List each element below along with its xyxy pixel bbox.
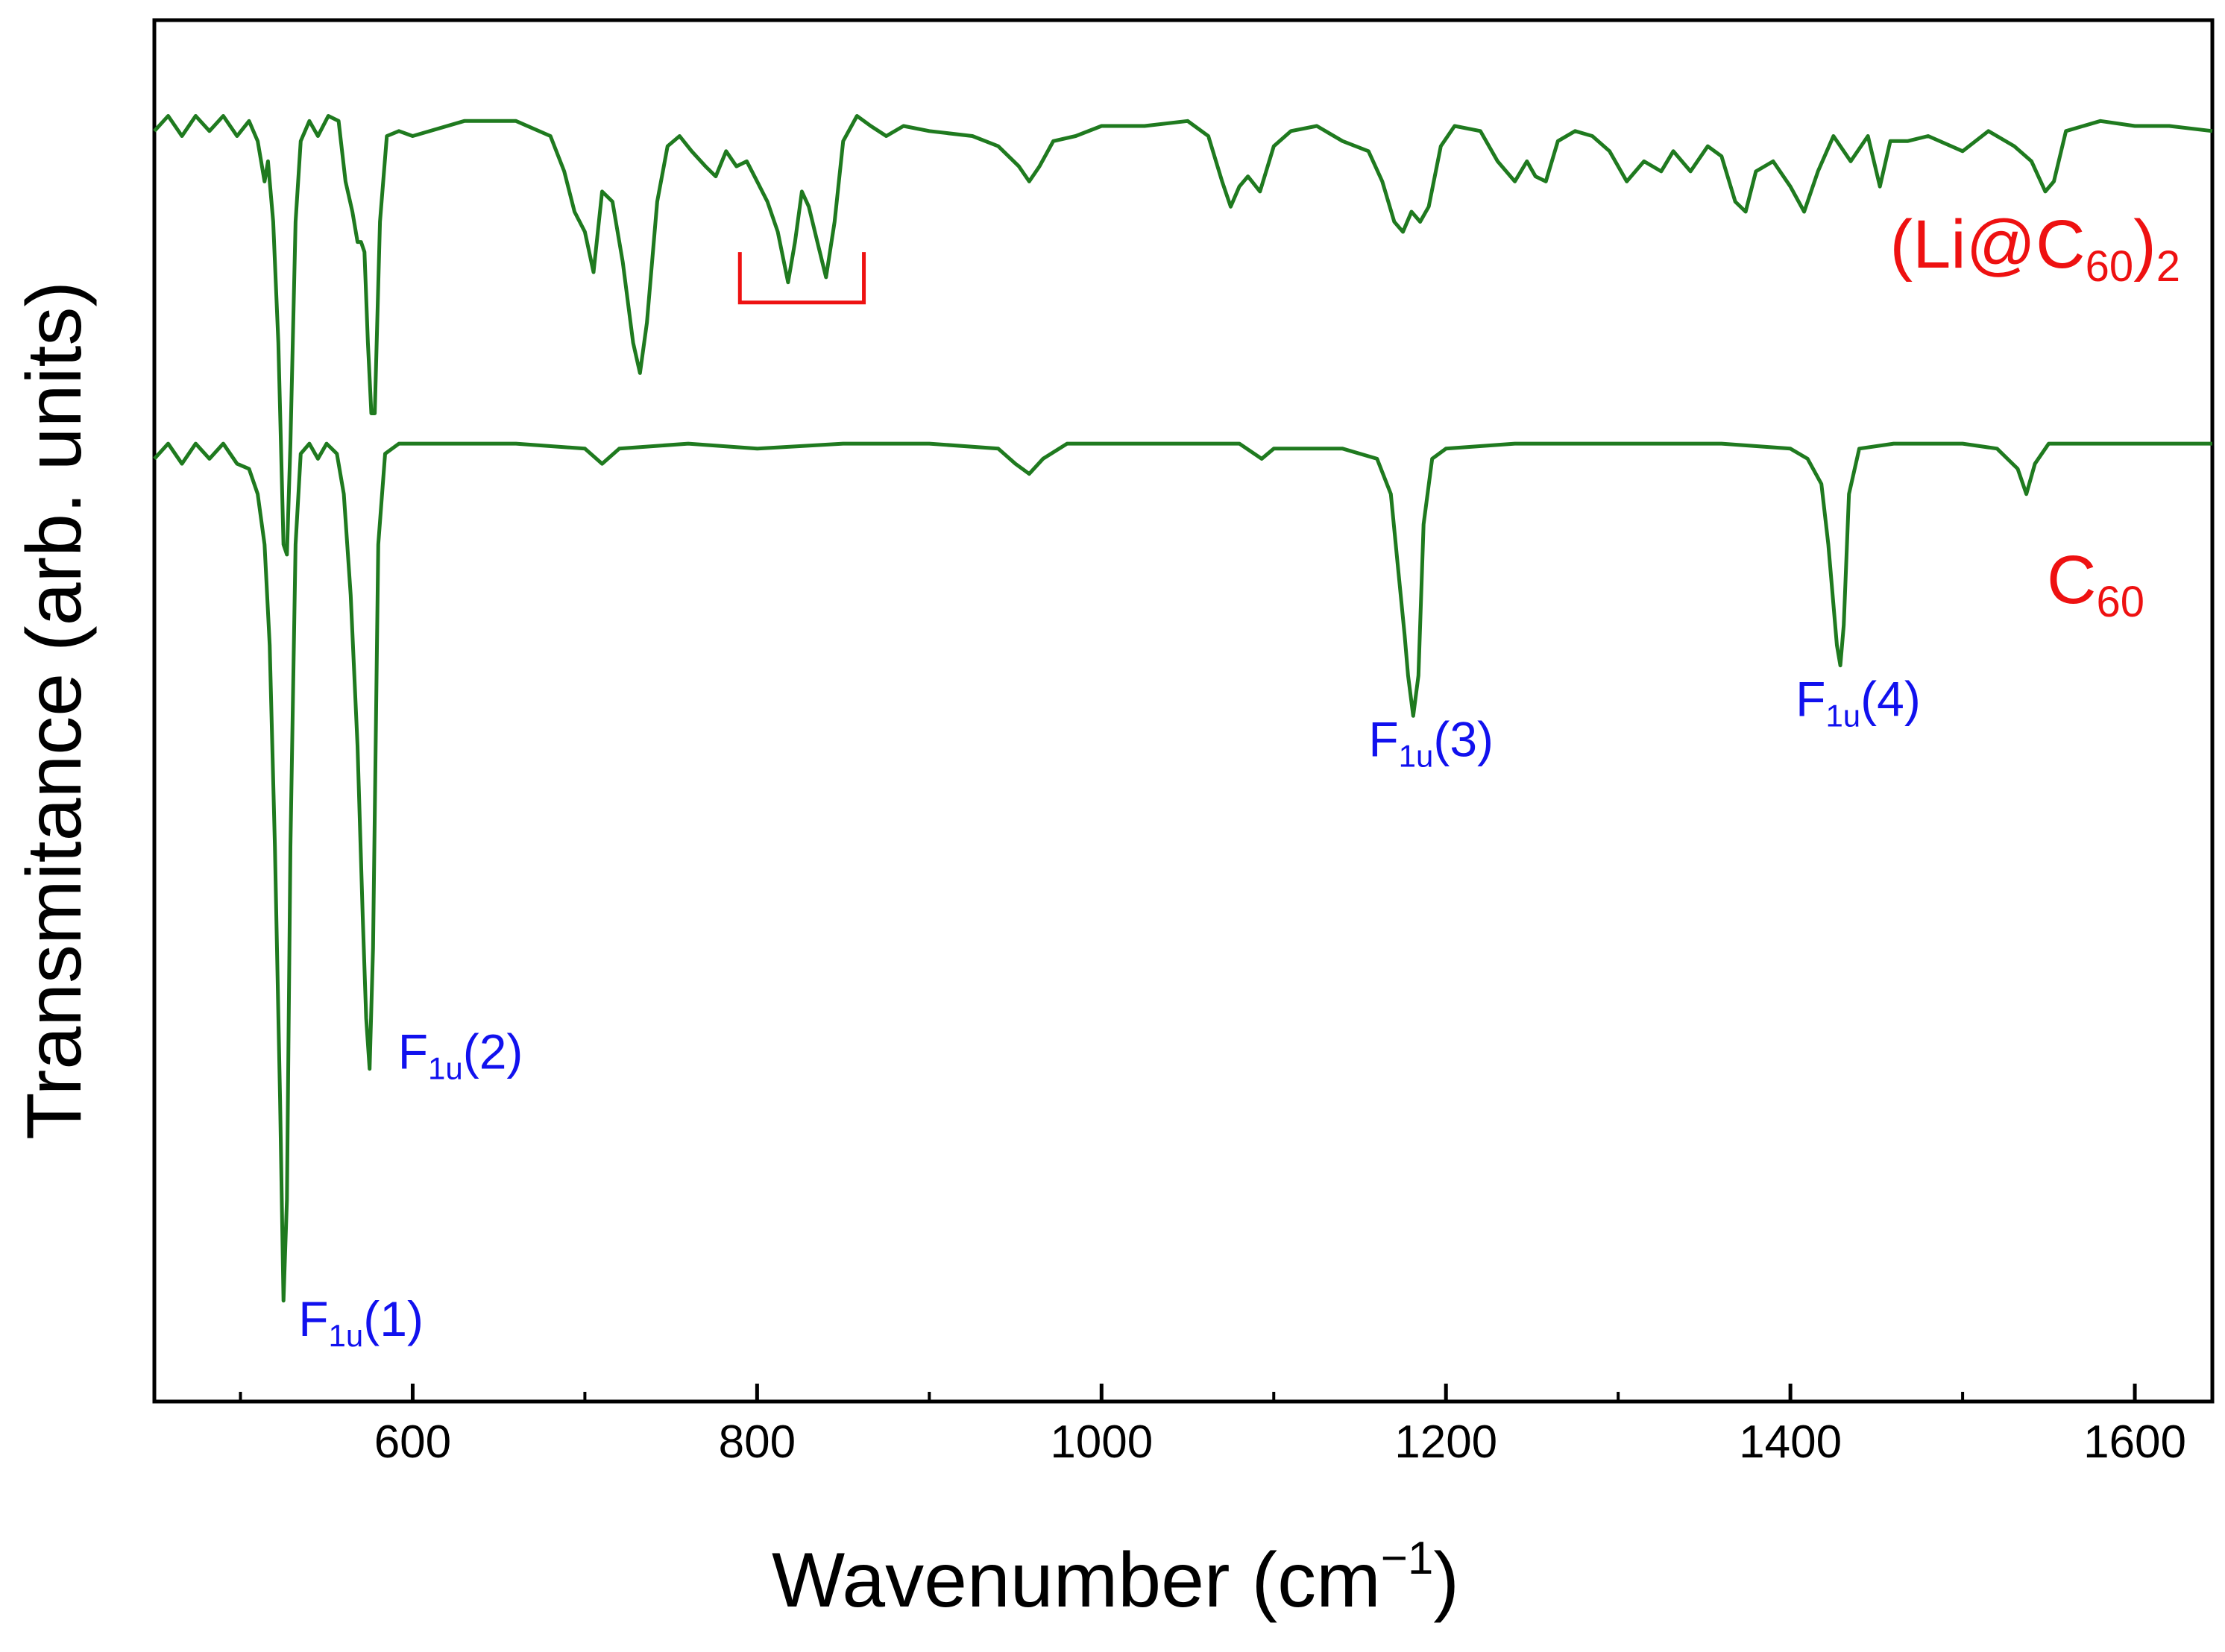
x-axis-title-main: Wavenumber (cm (772, 1537, 1381, 1624)
x-tick-label-600: 600 (374, 1416, 451, 1468)
series-c60-line (153, 441, 2212, 1303)
peak-f1u-3-main: F (1368, 711, 1398, 766)
series-label-c60: C60 (2047, 542, 2144, 626)
x-axis-title: Wavenumber (cm−1) (772, 1533, 1459, 1624)
peak-f1u-3-sub: 1u (1399, 738, 1434, 773)
series-label-li-c60-2: (Li@C60)2 (1890, 206, 2181, 291)
peak-f1u-4-main: F (1796, 671, 1825, 726)
peak-f1u-1-sub: 1u (329, 1318, 364, 1353)
x-axis-title-close: ) (1433, 1537, 1459, 1624)
peak-f1u-2: F1u(2) (398, 1024, 523, 1086)
peak-f1u-3-rest: (3) (1433, 711, 1494, 766)
spectra (153, 114, 2213, 1303)
x-tick-label-800: 800 (719, 1416, 796, 1468)
peak-f1u-2-rest: (2) (463, 1024, 523, 1079)
x-axis-title-sup: −1 (1381, 1533, 1434, 1584)
x-tick-label-1400: 1400 (1739, 1416, 1842, 1468)
plot-frame (152, 18, 2215, 1404)
peak-f1u-3: F1u(3) (1368, 711, 1494, 773)
series-label-li-close: ) (2133, 206, 2156, 283)
doublet-bracket (737, 252, 866, 305)
x-axis-ticks: 600 800 1000 1200 1400 1600 (239, 1384, 2186, 1468)
x-tick-label-1200: 1200 (1394, 1416, 1497, 1468)
y-axis-title: Transmitance (arb. units) (11, 281, 98, 1140)
x-tick-label-1000: 1000 (1050, 1416, 1153, 1468)
peak-f1u-1: F1u(1) (298, 1291, 424, 1353)
peak-f1u-2-sub: 1u (428, 1051, 463, 1086)
series-label-li-sub: 60 (2086, 242, 2134, 291)
peak-f1u-4-rest: (4) (1860, 671, 1921, 726)
peak-f1u-4-sub: 1u (1825, 698, 1860, 733)
series-li-c60-2-line (153, 114, 2213, 557)
peak-f1u-4: F1u(4) (1796, 671, 1921, 733)
series-label-li-sub2: 2 (2156, 242, 2180, 291)
series-label-li-main: (Li@C (1890, 206, 2086, 283)
x-tick-label-1600: 1600 (2083, 1416, 2186, 1468)
series-label-c60-sub: 60 (2096, 578, 2144, 626)
peak-f1u-2-main: F (398, 1024, 428, 1079)
peak-f1u-1-rest: (1) (363, 1291, 424, 1346)
peak-f1u-1-main: F (298, 1291, 328, 1346)
series-label-c60-main: C (2047, 542, 2096, 618)
